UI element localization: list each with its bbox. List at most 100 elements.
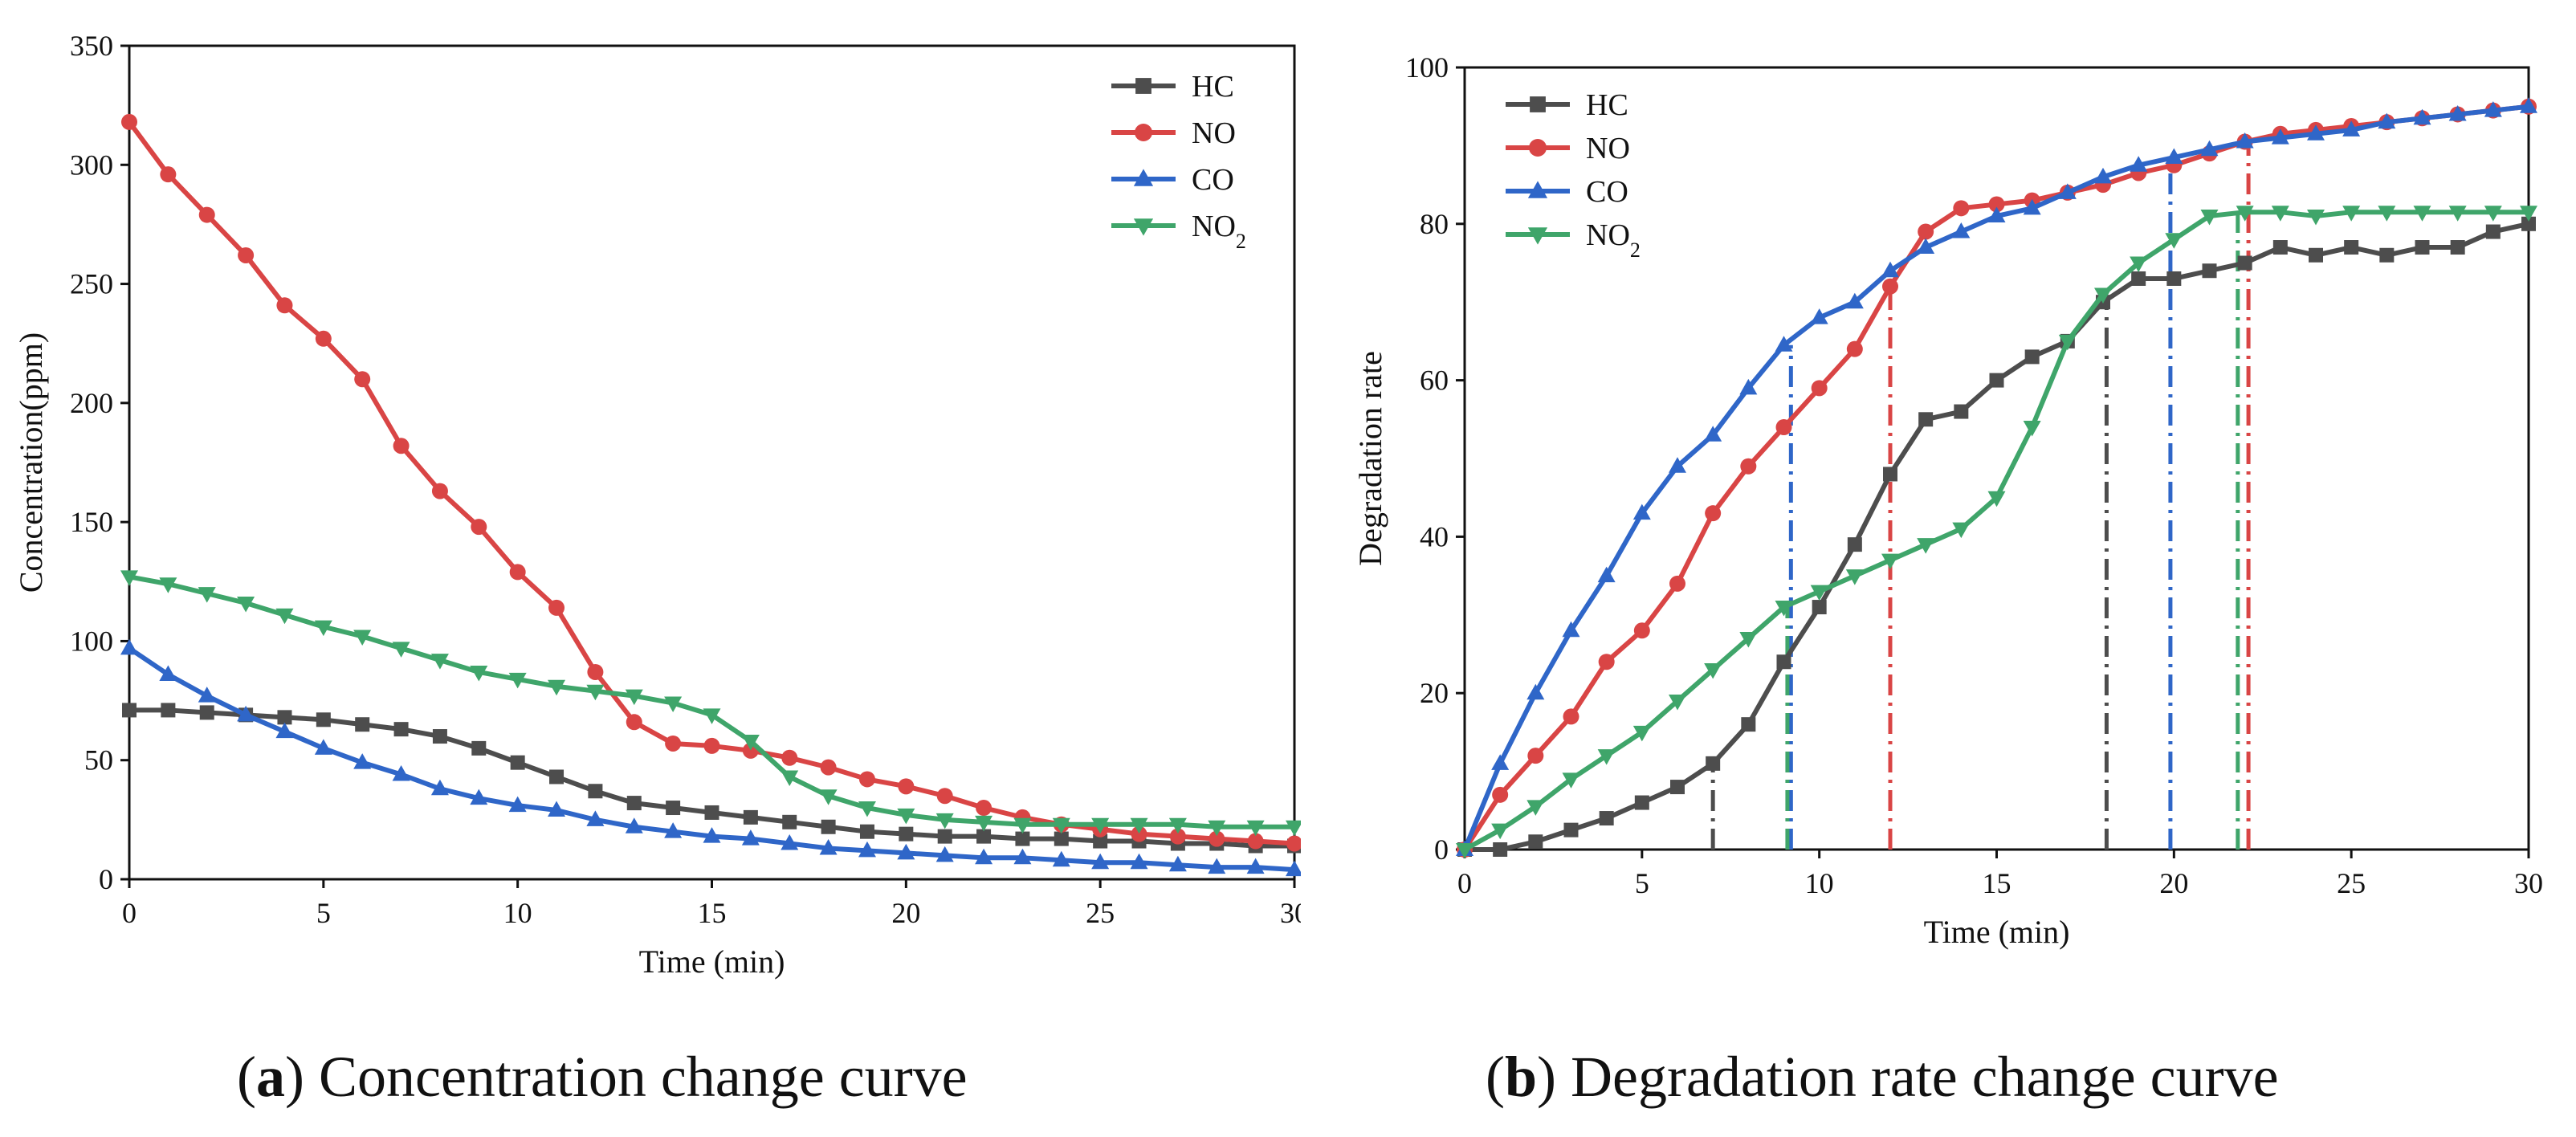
data-point [1989, 373, 2004, 388]
data-point [1456, 843, 1473, 859]
data-point [1917, 238, 1935, 255]
data-point [432, 729, 447, 744]
data-point [703, 737, 720, 754]
data-point [1131, 825, 1147, 842]
data-point [1091, 853, 1110, 870]
data-point [1599, 811, 1614, 826]
data-point [1917, 538, 1935, 554]
data-point [781, 749, 798, 766]
data-point [2307, 124, 2325, 141]
data-point [2094, 167, 2112, 184]
data-point [1528, 834, 1543, 850]
data-point [626, 796, 642, 811]
legend-label: NO2 [1192, 210, 1246, 253]
data-point [782, 814, 797, 829]
x-axis-label: Time (min) [1924, 914, 2070, 950]
legend-marker [1527, 227, 1548, 245]
data-point [1527, 748, 1544, 764]
data-point [1633, 622, 1650, 639]
data-point [122, 703, 137, 718]
caption-a-text: Concentration change curve [318, 1045, 968, 1109]
data-point [1597, 749, 1616, 765]
data-point [1168, 817, 1187, 834]
data-point [2023, 421, 2041, 437]
data-point [976, 829, 992, 844]
data-point [471, 519, 487, 536]
data-point [161, 703, 176, 718]
data-point [509, 564, 526, 581]
data-point [1052, 817, 1070, 834]
data-point [858, 771, 875, 788]
data-point [1052, 850, 1070, 867]
caption-b-letter: b [1504, 1045, 1538, 1109]
data-point [2309, 247, 2323, 263]
x-tick-label: 0 [122, 897, 137, 929]
data-point [2484, 101, 2502, 117]
data-point [1634, 795, 1649, 810]
data-point [2344, 240, 2359, 255]
data-point [2450, 240, 2465, 255]
data-point [1526, 800, 1545, 816]
data-point [2023, 198, 2041, 215]
data-point [741, 734, 760, 751]
data-point [1208, 858, 1226, 874]
data-point [1810, 585, 1828, 601]
data-point [1015, 831, 1030, 846]
data-point [1918, 223, 1934, 240]
data-point [2094, 287, 2112, 304]
data-point [431, 483, 448, 499]
y-tick-label: 300 [70, 149, 113, 181]
data-point [2413, 108, 2431, 125]
data-point [2272, 240, 2288, 255]
data-point [159, 665, 177, 681]
data-point [1130, 817, 1148, 834]
data-point [1598, 654, 1615, 670]
data-point [1705, 505, 1722, 522]
data-point [2520, 97, 2537, 113]
data-point [1988, 196, 2005, 213]
data-point [1492, 786, 1509, 803]
data-point [120, 638, 138, 655]
data-point [1847, 537, 1862, 552]
data-point [2271, 128, 2289, 145]
data-point [625, 817, 643, 833]
data-point [276, 297, 293, 314]
data-point [2237, 255, 2252, 271]
data-point [1775, 336, 1793, 352]
data-point [2342, 120, 2361, 137]
data-point [587, 663, 604, 680]
data-point [508, 672, 527, 689]
data-point [1811, 380, 1828, 397]
data-point [198, 687, 216, 703]
data-point [1013, 848, 1032, 865]
y-tick-label: 350 [70, 30, 113, 62]
data-point [1247, 833, 1264, 850]
data-point [1491, 754, 1510, 770]
data-point [1954, 404, 1969, 419]
data-point [1704, 426, 1722, 442]
data-point [2413, 206, 2431, 222]
data-point [1563, 708, 1579, 725]
caption-b-text: Degradation rate change curve [1571, 1045, 2279, 1109]
data-point [1562, 772, 1580, 789]
data-point [1739, 632, 1758, 648]
y-tick-label: 60 [1420, 365, 1449, 397]
legend-label: HC [1192, 70, 1234, 104]
data-point [2165, 148, 2183, 165]
data-point [2058, 183, 2077, 199]
data-point [2165, 233, 2183, 249]
data-point [1775, 419, 1792, 436]
data-point [2236, 206, 2254, 222]
data-point [1776, 654, 1791, 670]
legend-marker [1133, 218, 1154, 236]
data-point [976, 800, 992, 817]
data-point [2200, 210, 2219, 226]
data-point [1597, 566, 1616, 583]
data-point [1987, 491, 2006, 507]
data-point [392, 642, 410, 658]
data-point [314, 739, 332, 755]
data-point [314, 620, 332, 637]
data-point [238, 247, 255, 263]
x-tick-label: 10 [1805, 867, 1834, 899]
